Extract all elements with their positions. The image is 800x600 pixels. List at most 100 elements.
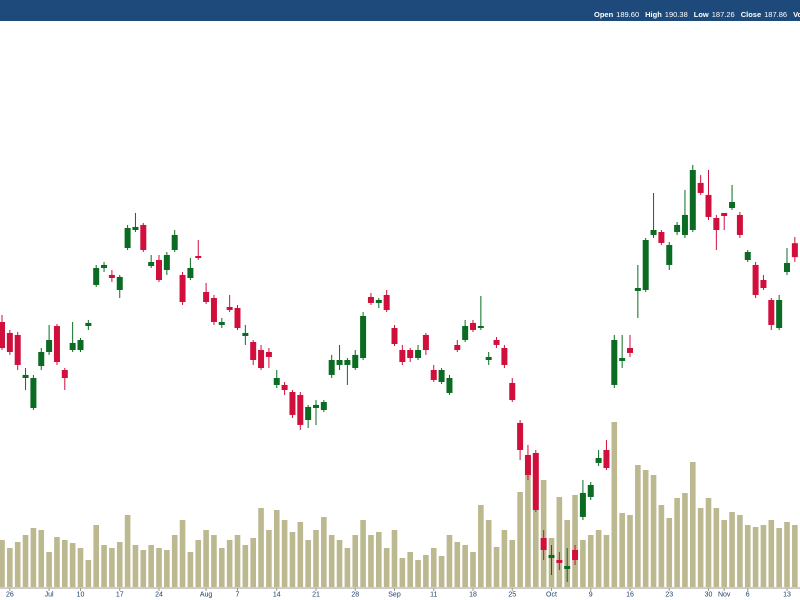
volume-bar: [321, 517, 327, 587]
volume-bar: [415, 560, 421, 587]
candle-body: [226, 306, 233, 310]
candle-body: [61, 370, 68, 378]
volume-bar: [258, 508, 264, 587]
candle-body: [258, 350, 265, 368]
volume-bar: [242, 545, 249, 587]
volume-bar: [729, 512, 735, 587]
candle-body: [666, 244, 673, 265]
candle-body: [101, 264, 108, 268]
candle-body: [509, 382, 516, 400]
candle-body: [6, 332, 13, 352]
volume-bar: [611, 422, 618, 587]
candle-body: [399, 350, 406, 362]
candle-body: [140, 224, 147, 250]
candle-body: [265, 352, 272, 357]
x-tick-label: 6: [746, 591, 750, 598]
candle-body: [485, 356, 492, 360]
volume-bar: [454, 542, 461, 587]
candle-body: [697, 182, 704, 193]
candle-body: [454, 344, 461, 350]
candle-body: [642, 240, 649, 290]
candle-body: [430, 370, 437, 380]
candle-body: [705, 194, 712, 217]
candle-body: [22, 374, 29, 378]
volume-bar: [658, 505, 665, 587]
volume-bar: [376, 532, 382, 587]
volume-bar: [391, 530, 398, 587]
volume-bar: [171, 535, 178, 587]
x-tick-label: Jul: [45, 591, 54, 598]
candle-body: [203, 292, 210, 302]
volume-bar: [478, 505, 484, 587]
volume-bar: [62, 540, 68, 587]
candle-body: [587, 484, 594, 497]
candle-body: [30, 378, 37, 408]
candle-body: [579, 492, 586, 517]
candle-body: [320, 402, 327, 410]
candle-body: [132, 226, 139, 230]
candle-body: [116, 276, 123, 290]
volume-bar: [501, 530, 508, 587]
candle-body: [446, 378, 453, 393]
volume-bar: [344, 548, 351, 587]
candle-body: [627, 348, 633, 353]
candle-body: [218, 322, 225, 325]
header-label: Low: [694, 10, 709, 19]
volume-bar: [164, 550, 170, 587]
candle-body: [556, 560, 563, 563]
volume-bar: [140, 550, 147, 587]
candle-body: [462, 326, 469, 340]
volume-bar: [109, 548, 115, 587]
volume-bar: [313, 530, 319, 587]
volume-bar: [556, 497, 563, 587]
volume-bar: [407, 552, 413, 587]
x-tick-label: 24: [155, 591, 163, 598]
volume-bar: [195, 540, 202, 587]
volume-bar: [132, 545, 139, 587]
volume-bar: [69, 543, 76, 587]
candle-body: [634, 288, 641, 291]
x-tick-label: 18: [469, 591, 477, 598]
x-tick-label: 9: [589, 591, 593, 598]
candle-body: [768, 300, 775, 325]
volume-bar: [635, 465, 641, 587]
volume-bar: [148, 545, 154, 587]
candle-body: [250, 342, 257, 360]
volume-bar: [54, 537, 60, 587]
volume-bar: [266, 530, 272, 587]
volume-bar: [438, 556, 445, 587]
candle-body: [438, 370, 445, 382]
candle-body: [760, 280, 767, 288]
volume-bar: [666, 518, 673, 587]
x-tick-label: Aug: [200, 591, 213, 598]
volume-bar: [572, 495, 578, 587]
candle-body: [210, 298, 217, 322]
x-tick-label: 17: [116, 591, 124, 598]
volume-bar: [352, 535, 359, 587]
volume-bar: [383, 548, 390, 587]
candle-body: [171, 234, 178, 250]
header-label: Volume: [793, 10, 800, 19]
candle-body: [713, 218, 720, 230]
candle-body: [108, 274, 115, 278]
header-value: 187.26: [712, 10, 735, 19]
candle-body: [407, 350, 414, 358]
candle-body: [721, 212, 728, 216]
candle-body: [14, 334, 21, 365]
volume-bar: [297, 522, 304, 587]
candle-body: [281, 384, 288, 390]
candle-body: [179, 274, 186, 302]
volume-bar: [360, 520, 366, 587]
x-tick-label: 14: [273, 591, 281, 598]
candle-body: [328, 360, 335, 375]
volume-bar: [30, 528, 37, 587]
volume-bar: [85, 560, 92, 587]
x-tick-label: 21: [312, 591, 320, 598]
volume-bar: [281, 520, 288, 587]
candle-body: [603, 450, 610, 468]
candle-body: [195, 256, 202, 258]
candle-body: [619, 358, 626, 361]
header-value: 189.60: [616, 10, 639, 19]
